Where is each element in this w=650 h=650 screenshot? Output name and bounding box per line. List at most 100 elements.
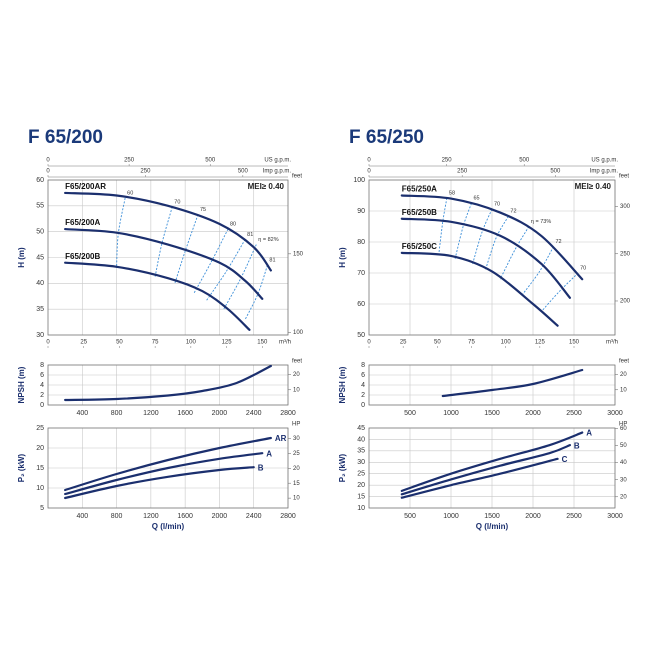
extra-x-axis-label: m³/h — [279, 340, 291, 346]
x-tick-label: 2800 — [280, 513, 296, 520]
x-tick-label: 1200 — [143, 513, 159, 520]
extra-x-tick-label: 0 — [46, 340, 50, 346]
y2-tick-label: 30 — [293, 436, 300, 442]
y-tick-label: 40 — [36, 280, 44, 287]
y2-tick-label: 100 — [293, 330, 304, 336]
x-tick-label: 3000 — [607, 410, 623, 417]
y2-axis-label: feet — [619, 359, 629, 365]
y2-tick-label: 20 — [293, 372, 300, 378]
curve — [64, 466, 255, 500]
efficiency-label: η = 82% — [258, 237, 278, 243]
curve — [400, 217, 571, 299]
extra-x-tick-label: 150 — [257, 340, 268, 346]
extra-x-tick-label: 25 — [80, 340, 87, 346]
y-tick-label: 20 — [357, 482, 365, 489]
extra-x-tick-label: 500 — [550, 169, 561, 175]
efficiency-line — [485, 216, 509, 271]
y2-tick-label: 25 — [293, 451, 300, 457]
y2-tick-label: 40 — [620, 460, 627, 466]
y2-tick-label: 150 — [293, 251, 304, 257]
efficiency-label: 70 — [494, 202, 500, 208]
efficiency-label: 72 — [510, 209, 516, 215]
y-tick-label: 0 — [40, 402, 44, 409]
series-label: F65/200AR — [65, 182, 106, 191]
y-tick-label: 4 — [40, 382, 44, 389]
plot-frame — [368, 427, 616, 509]
curve — [64, 436, 272, 492]
series-label: F65/200B — [65, 252, 100, 261]
x-tick-label: 1000 — [443, 410, 459, 417]
extra-x-axis-label: US g.p.m. — [264, 158, 291, 164]
extra-x-tick-label: 500 — [238, 169, 249, 175]
y-tick-label: 10 — [357, 505, 365, 512]
extra-x-tick-label: 250 — [457, 169, 468, 175]
efficiency-label: 81 — [269, 258, 275, 264]
y-tick-label: 45 — [36, 254, 44, 261]
extra-x-tick-label: 0 — [46, 169, 50, 175]
series-label: B — [258, 463, 264, 472]
efficiency-label: 60 — [127, 191, 133, 197]
extra-x-tick-label: 100 — [186, 340, 197, 346]
y-axis-label: H (m) — [338, 247, 347, 268]
efficiency-label: 65 — [474, 196, 480, 202]
chart-title: F 65/250 — [349, 127, 424, 148]
x-tick-label: 1200 — [143, 410, 159, 417]
y2-tick-label: 20 — [620, 494, 627, 500]
x-tick-label: 1600 — [177, 410, 193, 417]
extra-x-axis-label: Imp g.p.m. — [590, 169, 619, 175]
curve — [441, 368, 584, 398]
y2-tick-label: 300 — [620, 204, 631, 210]
efficiency-line — [471, 208, 493, 266]
y-tick-label: 90 — [357, 208, 365, 215]
x-tick-label: 400 — [76, 513, 88, 520]
efficiency-label: 75 — [200, 207, 206, 213]
curve — [64, 452, 264, 496]
y-axis-label: NPSH (m) — [338, 366, 347, 403]
y-tick-label: 30 — [357, 459, 365, 466]
series-label: F65/250B — [402, 208, 437, 217]
efficiency-label: 81 — [247, 232, 253, 238]
y2-axis-label: HP — [619, 422, 627, 428]
efficiency-label: 58 — [449, 190, 455, 196]
efficiency-label: 72 — [556, 239, 562, 245]
y-tick-label: 40 — [357, 436, 365, 443]
annotation: MEI≥ 0.40 — [248, 182, 285, 191]
y2-tick-label: 20 — [620, 372, 627, 378]
x-axis-label: Q (l/min) — [476, 522, 509, 531]
series-label: F65/200A — [65, 218, 100, 227]
extra-x-tick-label: 250 — [140, 169, 151, 175]
y-tick-label: 35 — [36, 306, 44, 313]
efficiency-line — [454, 203, 472, 259]
y-tick-label: 8 — [361, 362, 365, 369]
efficiency-label: 70 — [580, 265, 586, 271]
y2-tick-label: 15 — [293, 481, 300, 487]
efficiency-label: η = 73% — [531, 219, 551, 225]
extra-x-tick-label: 125 — [222, 340, 233, 346]
y-tick-label: 60 — [36, 177, 44, 184]
y-tick-label: 45 — [357, 425, 365, 432]
y2-tick-label: 250 — [620, 251, 631, 257]
y2-tick-label: 10 — [293, 387, 300, 393]
curve — [400, 194, 584, 281]
y-tick-label: 80 — [357, 239, 365, 246]
x-tick-label: 800 — [111, 513, 123, 520]
y2-tick-label: 30 — [620, 477, 627, 483]
y2-tick-label: 20 — [293, 466, 300, 472]
series-label: A — [586, 429, 592, 438]
extra-x-tick-label: 250 — [124, 158, 135, 164]
y-tick-label: 4 — [361, 382, 365, 389]
extra-x-axis-label: Imp g.p.m. — [263, 169, 292, 175]
y2-tick-label: 10 — [620, 387, 627, 393]
extra-x-tick-label: 0 — [367, 340, 371, 346]
y-tick-label: 15 — [36, 465, 44, 472]
efficiency-line — [521, 246, 554, 295]
extra-x-tick-label: 50 — [434, 340, 441, 346]
y-tick-label: 8 — [40, 362, 44, 369]
x-tick-label: 500 — [404, 513, 416, 520]
extra-x-axis-label: US g.p.m. — [591, 158, 618, 164]
plot-frame — [368, 179, 616, 336]
extra-x-tick-label: 75 — [152, 340, 159, 346]
y2-axis-label: feet — [292, 359, 302, 365]
x-tick-label: 2400 — [246, 513, 262, 520]
plot-frame — [47, 179, 289, 336]
